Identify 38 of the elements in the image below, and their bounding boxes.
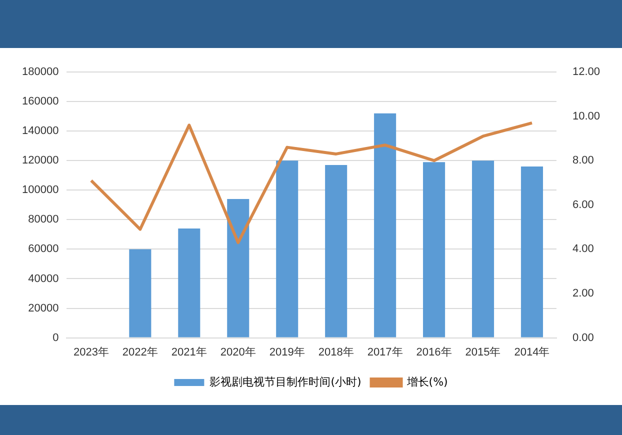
bar: [178, 228, 200, 338]
bar: [276, 160, 298, 338]
x-tick-label: 2021年: [171, 346, 207, 358]
y2-tick-label: 6.00: [572, 198, 594, 211]
y-tick-label: 160000: [22, 96, 59, 108]
bar: [227, 198, 250, 338]
y-tick-label: 180000: [22, 66, 59, 78]
x-tick-label: 2014年: [514, 346, 550, 358]
bar: [374, 113, 396, 338]
y2-tick-label: 8.00: [572, 154, 594, 167]
y-tick-label: 100000: [22, 184, 59, 196]
y-tick-label: 0: [52, 332, 59, 344]
y-tick-label: 20000: [28, 302, 59, 314]
x-tick-label: 2017年: [367, 346, 403, 358]
bar: [325, 165, 348, 338]
y2-tick-label: 10.00: [572, 110, 600, 122]
x-tick-label: 2018年: [318, 346, 354, 358]
x-tick-label: 2016年: [416, 346, 452, 358]
legend-label: 增长(%): [406, 375, 448, 388]
y2-tick-label: 0.00: [572, 332, 594, 344]
y-tick-label: 140000: [22, 125, 59, 138]
legend-label: 影视剧电视节目制作时间(小时): [210, 375, 362, 388]
bar: [423, 162, 446, 338]
y2-tick-label: 12.00: [572, 66, 600, 78]
x-tick-label: 2023年: [73, 346, 109, 358]
bar: [472, 160, 494, 338]
y2-tick-label: 4.00: [572, 243, 594, 256]
y-tick-label: 40000: [28, 272, 59, 285]
x-tick-label: 2020年: [220, 346, 256, 358]
bar: [520, 166, 544, 338]
y-tick-label: 60000: [28, 243, 59, 256]
y-tick-label: 80000: [28, 214, 59, 226]
bar: [129, 249, 152, 338]
y-tick-label: 120000: [22, 154, 59, 167]
y2-tick-label: 2.00: [572, 288, 594, 300]
x-tick-label: 2019年: [269, 346, 305, 358]
x-tick-label: 2015年: [465, 346, 501, 358]
x-tick-label: 2022年: [122, 346, 158, 358]
